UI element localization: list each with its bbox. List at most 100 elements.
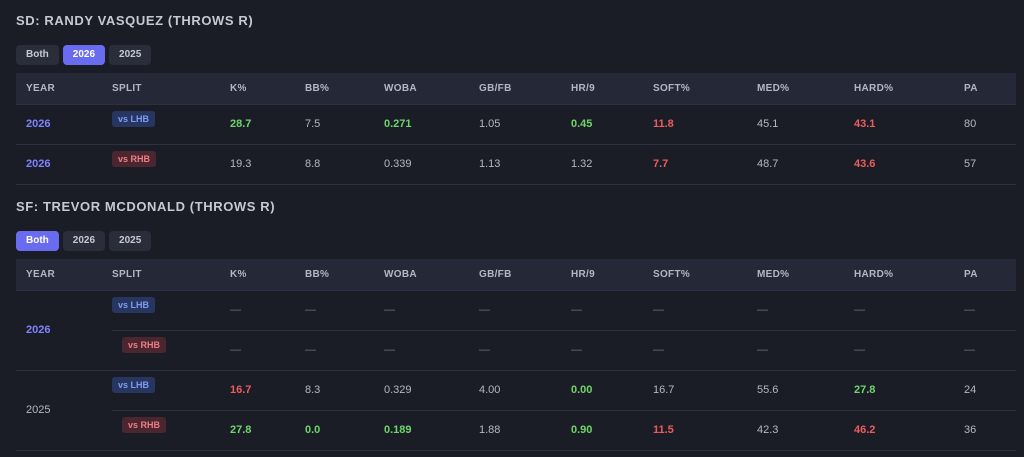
table-row: vs RHB — — — — — — — — — [16,330,1016,371]
filter-2025-button[interactable]: 2025 [109,45,152,65]
bb-cell: 8.3 [305,370,384,411]
hard-cell: — [854,330,964,371]
soft-cell: — [653,290,757,331]
col-hard[interactable]: HARD% [854,73,964,105]
split-badge-lhb: vs LHB [112,111,156,127]
col-woba[interactable]: WOBA [384,73,479,105]
bb-cell: 0.0 [305,410,384,451]
col-hr9[interactable]: HR/9 [571,259,653,291]
hard-cell: 43.1 [854,104,964,145]
split-badge-lhb: vs LHB [112,377,156,393]
filter-2026-button[interactable]: 2026 [62,45,106,65]
split-cell: vs LHB [112,370,230,411]
pa-cell: — [964,290,1016,331]
table-header-row: YEAR SPLIT K% BB% WOBA GB/FB HR/9 SOFT% … [16,259,1016,291]
splits-table: YEAR SPLIT K% BB% WOBA GB/FB HR/9 SOFT% … [16,259,1016,451]
filter-2026-button[interactable]: 2026 [62,231,106,251]
year-link[interactable]: 2026 [16,144,112,185]
splits-table: YEAR SPLIT K% BB% WOBA GB/FB HR/9 SOFT% … [16,73,1016,185]
gbfb-cell: — [479,290,571,331]
table-row: vs RHB 27.8 0.0 0.189 1.88 0.90 11.5 42.… [16,410,1016,451]
split-badge-rhb: vs RHB [112,151,157,167]
woba-cell: 0.339 [384,144,479,185]
soft-cell: — [653,330,757,371]
col-gbfb[interactable]: GB/FB [479,73,571,105]
split-cell: vs RHB [112,330,230,371]
woba-cell: 0.189 [384,410,479,451]
col-woba[interactable]: WOBA [384,259,479,291]
col-split[interactable]: SPLIT [112,73,230,105]
split-cell: vs LHB [112,290,230,331]
med-cell: 45.1 [757,104,854,145]
year-link[interactable]: 2026 [16,104,112,145]
hard-cell: 46.2 [854,410,964,451]
pa-cell: — [964,330,1016,371]
soft-cell: 11.5 [653,410,757,451]
col-bb[interactable]: BB% [305,73,384,105]
bb-cell: 7.5 [305,104,384,145]
col-pa[interactable]: PA [964,73,1016,105]
filter-both-button[interactable]: Both [16,231,59,251]
table-row: 2026 vs RHB 19.3 8.8 0.339 1.13 1.32 7.7… [16,144,1016,185]
hr9-cell: — [571,330,653,371]
col-bb[interactable]: BB% [305,259,384,291]
med-cell: 42.3 [757,410,854,451]
woba-cell: — [384,290,479,331]
k-cell: — [230,290,305,331]
year-link[interactable]: 2026 [16,290,112,371]
soft-cell: 16.7 [653,370,757,411]
table-header-row: YEAR SPLIT K% BB% WOBA GB/FB HR/9 SOFT% … [16,73,1016,105]
woba-cell: 0.271 [384,104,479,145]
table-row: 2025 vs LHB 16.7 8.3 0.329 4.00 0.00 16.… [16,370,1016,451]
hard-cell: 27.8 [854,370,964,411]
pitcher-section-sd: SD: RANDY VASQUEZ (THROWS R) Both 2026 2… [16,13,1016,185]
hard-cell: 43.6 [854,144,964,185]
soft-cell: 7.7 [653,144,757,185]
split-badge-rhb: vs RHB [122,417,167,433]
split-cell: vs RHB [112,144,230,185]
col-soft[interactable]: SOFT% [653,259,757,291]
col-hr9[interactable]: HR/9 [571,73,653,105]
year-filter: Both 2026 2025 [16,231,1016,251]
woba-cell: — [384,330,479,371]
k-cell: 19.3 [230,144,305,185]
col-year[interactable]: YEAR [16,73,112,105]
filter-both-button[interactable]: Both [16,45,59,65]
col-pa[interactable]: PA [964,259,1016,291]
soft-cell: 11.8 [653,104,757,145]
year-cell: 2025 [16,370,112,451]
col-gbfb[interactable]: GB/FB [479,259,571,291]
bb-cell: — [305,330,384,371]
pitcher-title: SF: TREVOR MCDONALD (THROWS R) [16,199,276,214]
col-year[interactable]: YEAR [16,259,112,291]
col-med[interactable]: MED% [757,73,854,105]
col-soft[interactable]: SOFT% [653,73,757,105]
hard-cell: — [854,290,964,331]
med-cell: 48.7 [757,144,854,185]
gbfb-cell: 1.05 [479,104,571,145]
hr9-cell: — [571,290,653,331]
gbfb-cell: — [479,330,571,371]
gbfb-cell: 1.88 [479,410,571,451]
col-hard[interactable]: HARD% [854,259,964,291]
pitcher-section-sf: SF: TREVOR MCDONALD (THROWS R) Both 2026… [16,199,1016,451]
pa-cell: 80 [964,104,1016,145]
gbfb-cell: 4.00 [479,370,571,411]
med-cell: — [757,330,854,371]
filter-2025-button[interactable]: 2025 [109,231,152,251]
woba-cell: 0.329 [384,370,479,411]
k-cell: 27.8 [230,410,305,451]
col-med[interactable]: MED% [757,259,854,291]
pa-cell: 36 [964,410,1016,451]
col-k[interactable]: K% [230,259,305,291]
med-cell: 55.6 [757,370,854,411]
gbfb-cell: 1.13 [479,144,571,185]
col-k[interactable]: K% [230,73,305,105]
hr9-cell: 1.32 [571,144,653,185]
hr9-cell: 0.45 [571,104,653,145]
col-split[interactable]: SPLIT [112,259,230,291]
split-cell: vs RHB [112,410,230,451]
hr9-cell: 0.00 [571,370,653,411]
table-row: 2026 vs LHB — — — — — — — — — [16,290,1016,371]
k-cell: 28.7 [230,104,305,145]
